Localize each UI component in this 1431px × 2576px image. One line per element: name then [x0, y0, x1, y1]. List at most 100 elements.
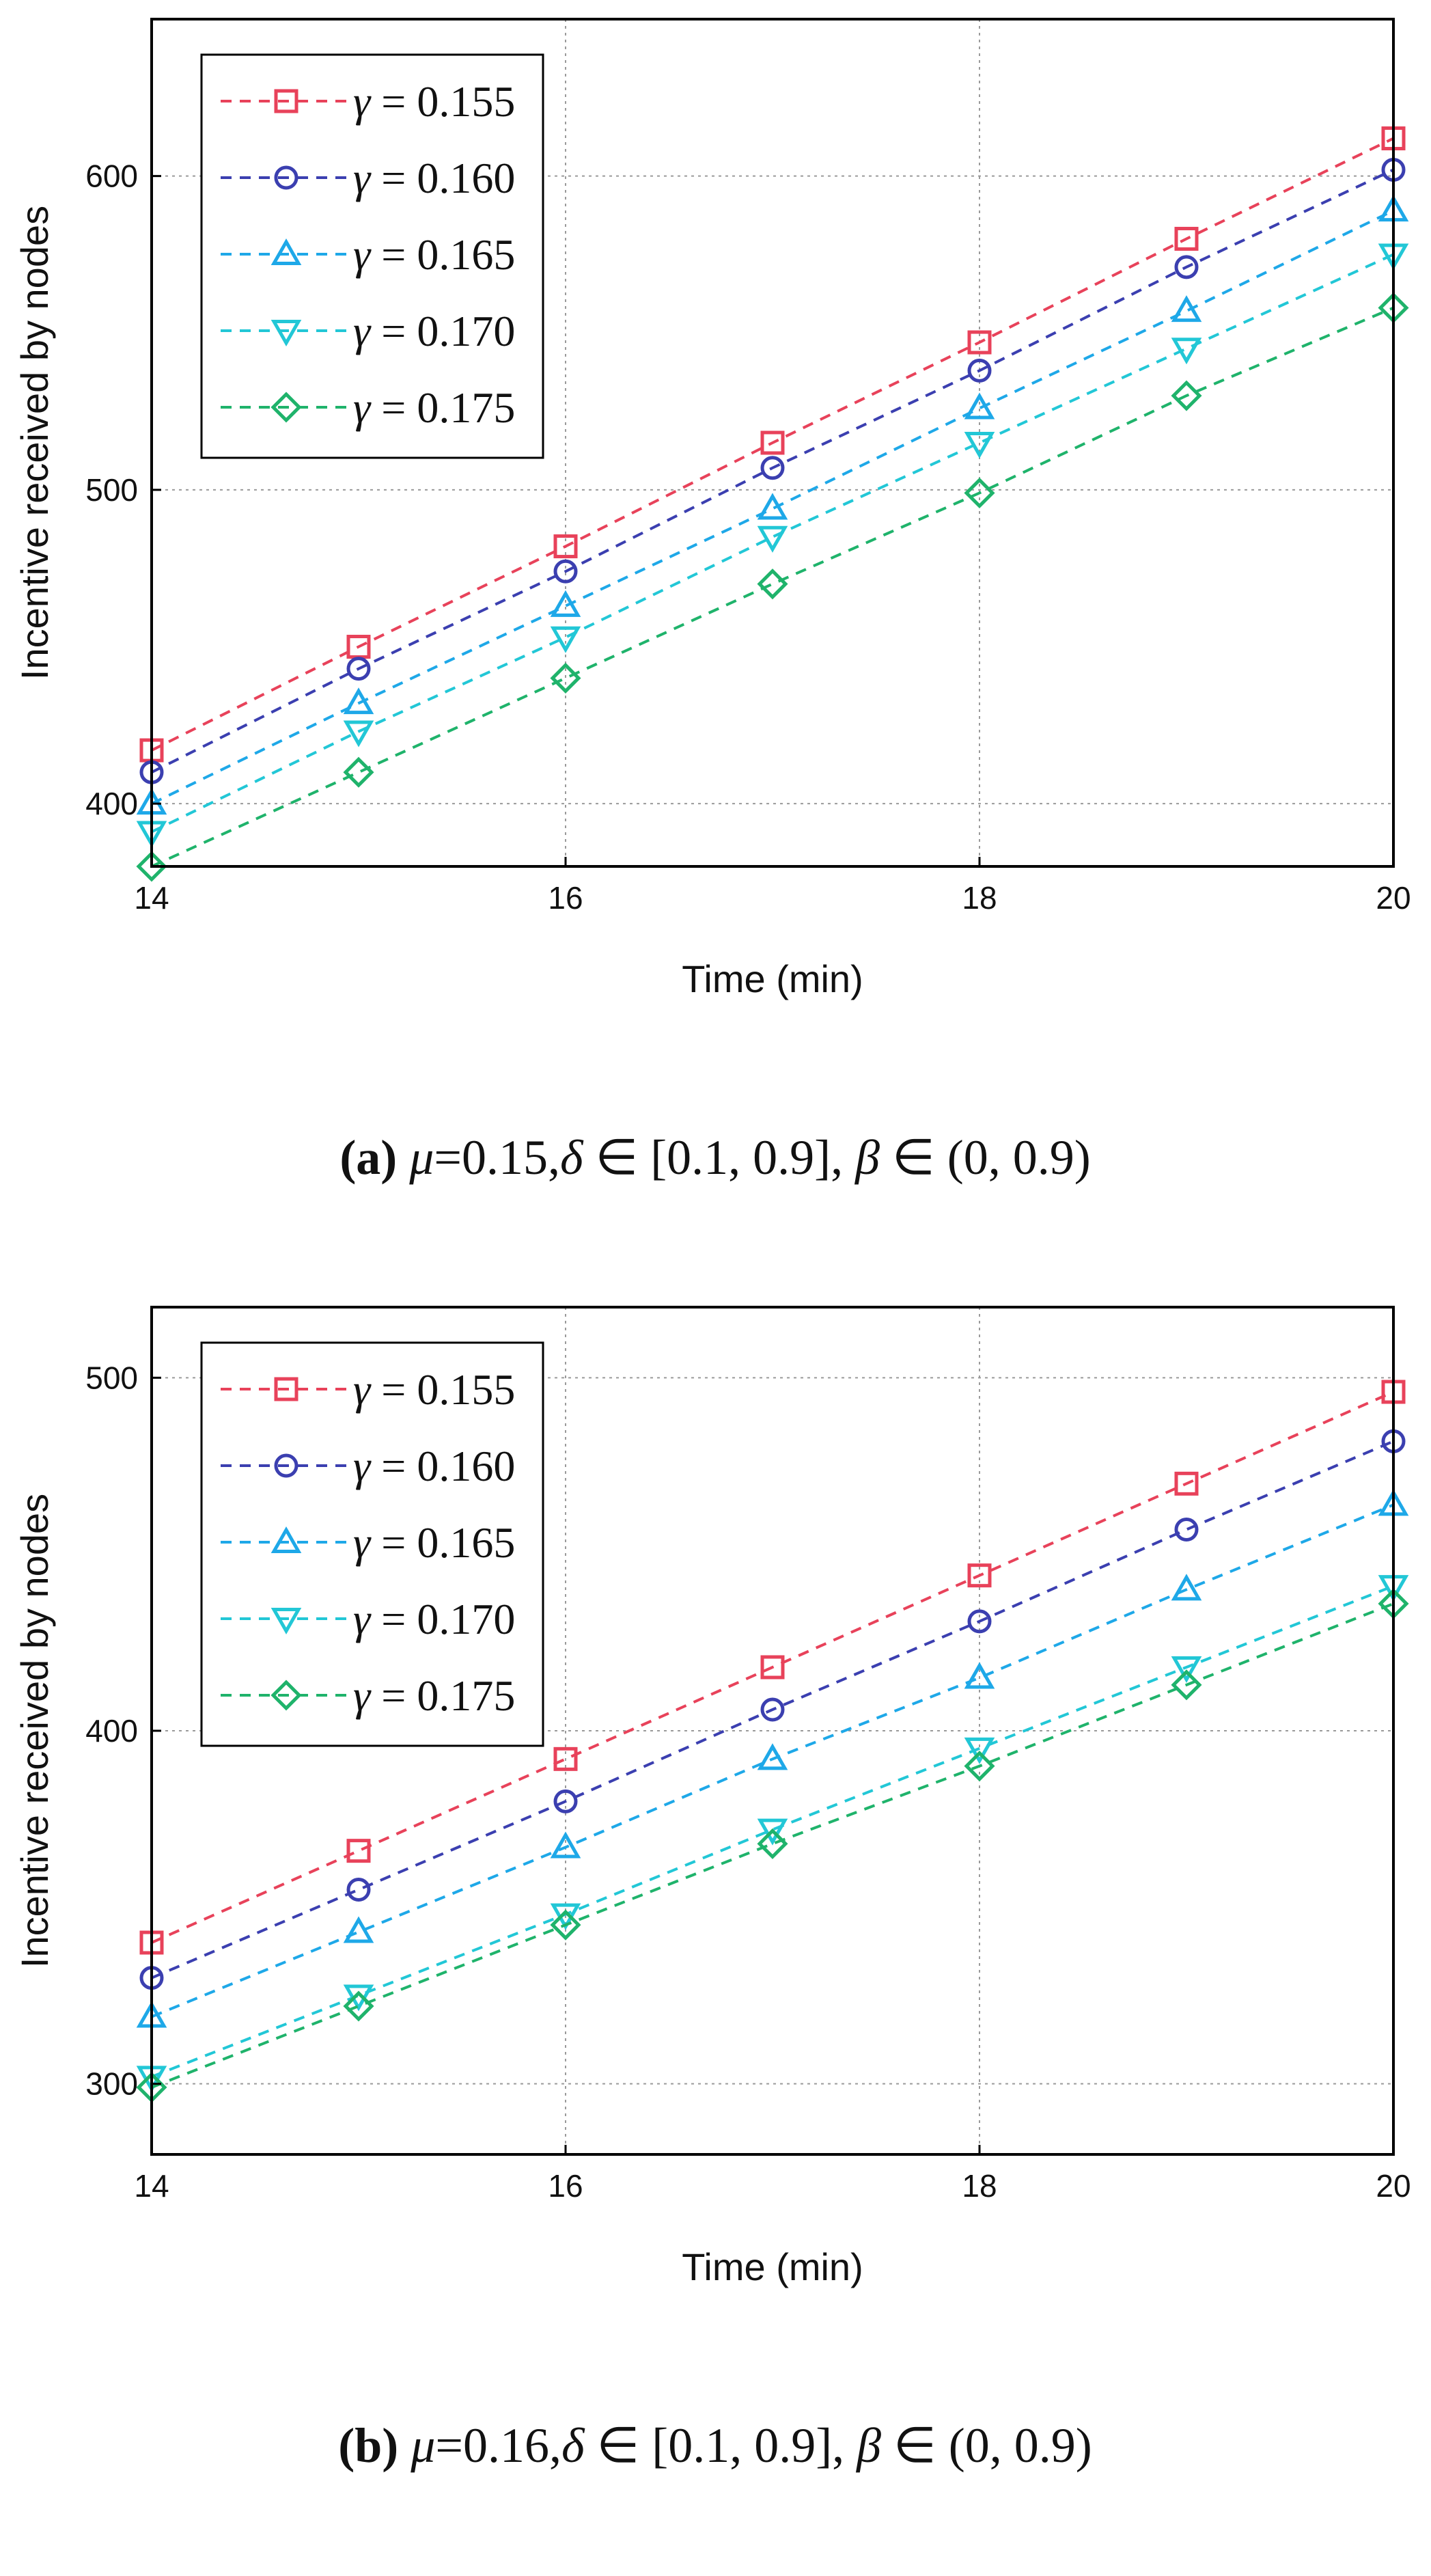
data-point: [964, 477, 995, 509]
caption-space: [397, 1130, 409, 1185]
legend-entry: γ = 0.160: [353, 1442, 515, 1490]
data-point: [757, 1828, 788, 1859]
legend-value: = 0.155: [370, 77, 515, 126]
data-point: [757, 1818, 788, 1846]
data-point: [964, 432, 995, 459]
axes: 14 16 18 20 400 500 600: [85, 159, 1411, 916]
data-point: [1171, 1656, 1202, 1684]
data-point: [760, 456, 785, 480]
legend-value: = 0.160: [370, 1442, 515, 1490]
data-point: [760, 1697, 785, 1722]
series-line-4: [151, 1602, 1394, 2089]
legend-marker: [274, 1377, 298, 1401]
caption-mu-value: =0.16,: [435, 2418, 561, 2473]
legend-entry: γ = 0.175: [353, 383, 515, 432]
data-point: [1174, 1471, 1199, 1496]
legend-value: = 0.175: [370, 1671, 515, 1720]
legend-value: = 0.155: [370, 1365, 515, 1414]
x-tick-label: 20: [1376, 2168, 1411, 2204]
legend-gamma-symbol: γ: [353, 1442, 372, 1490]
data-point: [553, 559, 578, 584]
data-point: [343, 1916, 374, 1943]
series-line-3: [151, 253, 1394, 834]
data-point: [343, 720, 374, 748]
x-tick-label: 16: [548, 2168, 583, 2204]
chart-panel-a: 14 16 18 20 400 500 600 Time (min) Incentive rec…: [13, 18, 1411, 1185]
data-point: [1174, 255, 1199, 279]
data-point: [1171, 1669, 1202, 1701]
legend-marker: [270, 320, 302, 347]
series-line-2: [151, 1503, 1394, 2018]
data-point: [550, 626, 581, 653]
caption-label: (b): [338, 2418, 398, 2473]
legend-value: = 0.170: [370, 307, 515, 355]
legend-gamma-symbol: γ: [353, 383, 372, 432]
caption-beta-range: ∈ (0, 0.9): [881, 2418, 1092, 2473]
data-point: [760, 430, 785, 455]
y-tick-label: 300: [85, 2066, 138, 2102]
data-point: [967, 1563, 992, 1588]
figure-caption: (b) μ=0.16,δ ∈ [0.1, 0.9], β ∈ (0, 0.9): [338, 2418, 1092, 2473]
legend-entry: γ = 0.160: [353, 154, 515, 202]
y-tick-label: 500: [85, 1360, 138, 1395]
legend-box: [200, 53, 544, 459]
x-tick-label: 18: [962, 2168, 997, 2204]
legend-value: = 0.160: [370, 154, 515, 202]
figure-caption: (a) μ=0.15,δ ∈ [0.1, 0.9], β ∈ (0, 0.9): [339, 1130, 1090, 1185]
legend-entry: γ = 0.170: [353, 307, 515, 355]
legend-entry: γ = 0.175: [353, 1671, 515, 1720]
data-point: [964, 1751, 995, 1782]
data-point: [550, 662, 581, 694]
y-tick-label: 600: [85, 159, 138, 194]
data-point: [550, 1909, 581, 1941]
legend-gamma-symbol: γ: [353, 154, 372, 202]
legend-marker: [270, 1526, 302, 1553]
legend-marker: [274, 165, 298, 190]
data-point: [553, 1789, 578, 1813]
data-point: [964, 392, 995, 420]
legend-gamma-symbol: γ: [353, 1518, 372, 1567]
series-line-1: [151, 1440, 1394, 1979]
data-point: [343, 1990, 374, 2022]
legend-gamma-symbol: γ: [353, 307, 372, 355]
plot-area: [136, 1380, 1409, 2103]
data-point: [757, 525, 788, 553]
legend-entry: γ = 0.155: [353, 1365, 515, 1414]
chart-a-svg: 14 16 18 20 400 500 600 Time (min) Incentive rec…: [13, 18, 1411, 1185]
legend-value: = 0.165: [370, 1518, 515, 1567]
legend-value: = 0.165: [370, 230, 515, 279]
legend-marker: [270, 392, 302, 423]
data-point: [550, 590, 581, 617]
caption-space: [398, 2418, 411, 2473]
data-point: [967, 358, 992, 383]
data-point: [1171, 1574, 1202, 1601]
data-point: [967, 330, 992, 355]
caption-delta: δ: [560, 1130, 584, 1185]
legend-entry: γ = 0.165: [353, 1518, 515, 1567]
y-axis-label: Incentive received by nodes: [13, 1494, 56, 1968]
legend-marker: [274, 89, 298, 113]
x-tick-label: 14: [134, 880, 169, 916]
axes-frame: [150, 18, 1395, 868]
legend-box: [200, 1341, 544, 1747]
caption-delta-range: ∈ [0.1, 0.9],: [585, 2418, 857, 2473]
data-point: [964, 1737, 995, 1764]
data-point: [964, 1662, 995, 1689]
legend-marker: [270, 1680, 302, 1711]
data-point: [343, 756, 374, 788]
legend-entry: γ = 0.170: [353, 1595, 515, 1643]
legend-gamma-symbol: γ: [353, 230, 372, 279]
data-point: [967, 1609, 992, 1634]
legend-marker: [274, 1453, 298, 1478]
x-axis-label: Time (min): [682, 957, 863, 1000]
y-axis-label: Incentive received by nodes: [13, 206, 56, 680]
series-line-0: [151, 137, 1394, 752]
data-point: [1171, 295, 1202, 323]
x-axis-label: Time (min): [682, 2245, 863, 2288]
legend-gamma-symbol: γ: [353, 1595, 372, 1643]
data-point: [343, 1984, 374, 2012]
y-tick-label: 400: [85, 1713, 138, 1749]
axes: 14 16 18 20 300 400 500: [85, 1360, 1411, 2204]
data-point: [1171, 338, 1202, 365]
